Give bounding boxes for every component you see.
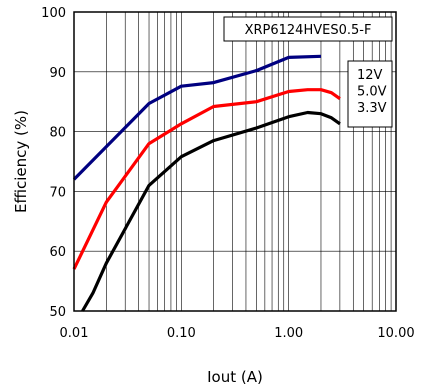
series-line-0 — [72, 54, 322, 181]
legend-item-3v3: 3.3V — [357, 101, 387, 116]
chart-title: XRP6124HVES0.5-F — [245, 23, 372, 38]
chart-title-box: XRP6124HVES0.5-F — [223, 16, 393, 42]
x-tick-label: 1.00 — [274, 326, 303, 341]
y-tick-label: 60 — [49, 245, 66, 260]
series-line-2 — [81, 110, 341, 312]
y-tick-label: 70 — [49, 185, 66, 200]
y-tick-label: 80 — [49, 126, 66, 141]
legend: 12V 5.0V 3.3V — [347, 60, 393, 128]
legend-frame — [347, 60, 393, 128]
legend-item-5v: 5.0V — [357, 85, 387, 100]
x-tick-label: 0.10 — [167, 326, 196, 341]
y-tick-label: 90 — [49, 66, 66, 81]
plot-frame — [73, 11, 397, 312]
y-axis-label: Efficiency (%) — [12, 110, 30, 213]
x-tick-label: 0.01 — [60, 326, 89, 341]
series-line-1 — [72, 88, 341, 270]
x-tick-label: 10.00 — [377, 326, 414, 341]
y-tick-label: 50 — [49, 305, 66, 320]
y-tick-label: 100 — [41, 6, 66, 21]
title-box-frame — [223, 16, 393, 42]
x-axis-label: Iout (A) — [207, 368, 263, 386]
tick-labels: 0.01 0.10 1.00 10.00 50 60 70 80 90 100 — [41, 6, 414, 341]
grid-lines — [73, 11, 396, 312]
legend-item-12v: 12V — [357, 68, 383, 83]
series-lines — [72, 54, 341, 312]
